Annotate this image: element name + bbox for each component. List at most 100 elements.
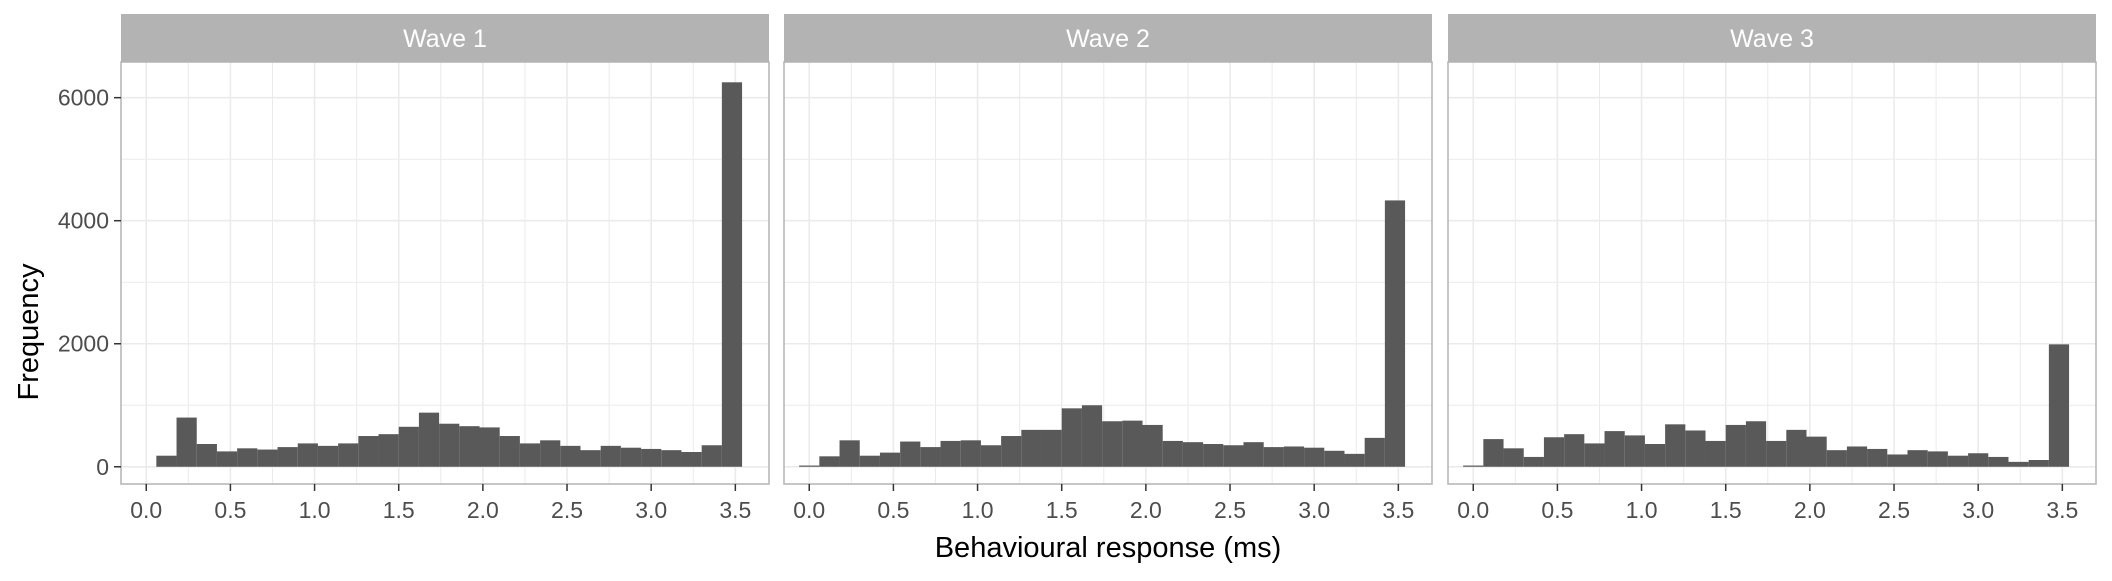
histogram-bar (641, 448, 662, 467)
y-axis-label: Frequency (13, 263, 45, 401)
histogram-bar (1907, 450, 1928, 467)
histogram-bar (1725, 424, 1746, 467)
histogram-bar (1483, 439, 1504, 467)
histogram-bar (1463, 465, 1484, 467)
histogram-bar (819, 456, 840, 467)
x-tick-label: 3.5 (1382, 497, 1414, 523)
histogram-bar (1685, 430, 1706, 467)
y-axis: 0 2000 4000 6000 (58, 85, 121, 480)
x-tick-label: 1.0 (962, 497, 994, 523)
x-tick-label: 3.0 (1962, 497, 1994, 523)
histogram-bar (600, 445, 621, 467)
histogram-bar (499, 436, 520, 467)
facet-strip (1448, 14, 2096, 62)
facet-strip (121, 14, 769, 62)
histogram-bar (439, 423, 460, 467)
x-axis-label: Behavioural response (ms) (935, 532, 1282, 564)
histogram-bar (661, 450, 682, 467)
histogram-bar (900, 441, 921, 467)
histogram-bar (1988, 456, 2009, 467)
histogram-bar (1304, 447, 1325, 467)
histogram-bar (1523, 456, 1544, 467)
x-tick-label: 2.5 (1214, 497, 1246, 523)
histogram-bar (1162, 440, 1183, 467)
histogram-bar (1968, 453, 1989, 467)
histogram-bar (940, 440, 961, 467)
x-tick-label: 2.5 (1878, 497, 1910, 523)
histogram-bar (721, 82, 743, 467)
histogram-bar (1604, 431, 1625, 467)
histogram-bar (519, 443, 541, 467)
histogram-bar (237, 448, 258, 467)
histogram-bar (1102, 421, 1123, 467)
x-tick-label: 3.0 (1298, 497, 1330, 523)
histogram-bar (1846, 446, 1868, 467)
histogram-bar (459, 426, 480, 467)
x-tick-label: 2.5 (551, 497, 583, 523)
panel-1: Wave 1 0.0 0.5 1.0 1.5 2.0 2.5 3.0 3.5 (120, 14, 770, 523)
histogram-bar (1665, 424, 1686, 467)
histogram-bar (839, 440, 860, 467)
histogram-bar (297, 443, 318, 467)
histogram-bar (799, 465, 820, 467)
x-tick-label: 2.0 (1794, 497, 1826, 523)
histogram-bar (2048, 344, 2070, 467)
histogram-bar (1584, 443, 1605, 467)
histogram-bar (1021, 429, 1042, 467)
histogram-bar (1786, 429, 1807, 467)
histogram-bar (1947, 455, 1969, 467)
panel-2: Wave 2 0.0 0.5 1.0 1.5 2.0 2.5 3.0 3.5 (783, 14, 1433, 523)
histogram-bar (920, 447, 941, 467)
histogram-bar (1503, 448, 1524, 467)
histogram-bar (560, 445, 581, 467)
y-tick-label: 0 (96, 454, 109, 480)
histogram-bar (1203, 444, 1224, 467)
histogram-bar (1766, 440, 1787, 467)
histogram-bar (1223, 445, 1244, 467)
x-tick-label: 1.5 (383, 497, 415, 523)
y-tick-label: 4000 (58, 208, 109, 234)
histogram-bar (1384, 200, 1406, 467)
histogram-bar (1001, 436, 1022, 467)
histogram-bar (1283, 446, 1305, 467)
histogram-bar (1644, 444, 1666, 467)
histogram-bar (960, 440, 981, 467)
histogram-bar (277, 447, 298, 467)
histogram-bar (2008, 461, 2029, 467)
panel-3: Wave 3 0.0 0.5 1.0 1.5 2.0 2.5 3.0 3.5 (1447, 14, 2097, 523)
histogram-bar (879, 452, 901, 467)
histogram-bar (1705, 440, 1726, 467)
panel-background (121, 62, 769, 484)
x-tick-label: 0.5 (1541, 497, 1573, 523)
x-tick-label: 0.5 (877, 497, 909, 523)
histogram-bar (1344, 453, 1365, 467)
histogram-bar (398, 426, 419, 467)
x-tick-label: 1.5 (1046, 497, 1078, 523)
y-tick-label: 6000 (58, 85, 109, 111)
histogram-bar (216, 451, 238, 467)
histogram-bar (1826, 450, 1847, 467)
histogram-bar (1122, 420, 1143, 467)
histogram-bar (1543, 437, 1565, 467)
histogram-bar (580, 450, 601, 467)
histogram-bar (479, 427, 500, 467)
x-tick-label: 1.0 (299, 497, 331, 523)
facet-title: Wave 3 (1730, 25, 1814, 53)
histogram-bar (681, 452, 702, 467)
histogram-bar (980, 445, 1002, 467)
histogram-bar (1806, 436, 1827, 467)
histogram-bar (1324, 450, 1345, 467)
histogram-bar (701, 445, 722, 467)
histogram-bar (338, 443, 359, 467)
facet-strip (784, 14, 1432, 62)
histogram-bar (378, 434, 399, 467)
y-tick-label: 2000 (58, 331, 109, 357)
facet-title: Wave 1 (403, 25, 487, 53)
x-tick-label: 1.5 (1710, 497, 1742, 523)
histogram-bar (1041, 429, 1062, 467)
x-tick-label: 3.0 (635, 497, 667, 523)
histogram-bar (1182, 442, 1204, 467)
x-tick-label: 0.0 (130, 497, 162, 523)
